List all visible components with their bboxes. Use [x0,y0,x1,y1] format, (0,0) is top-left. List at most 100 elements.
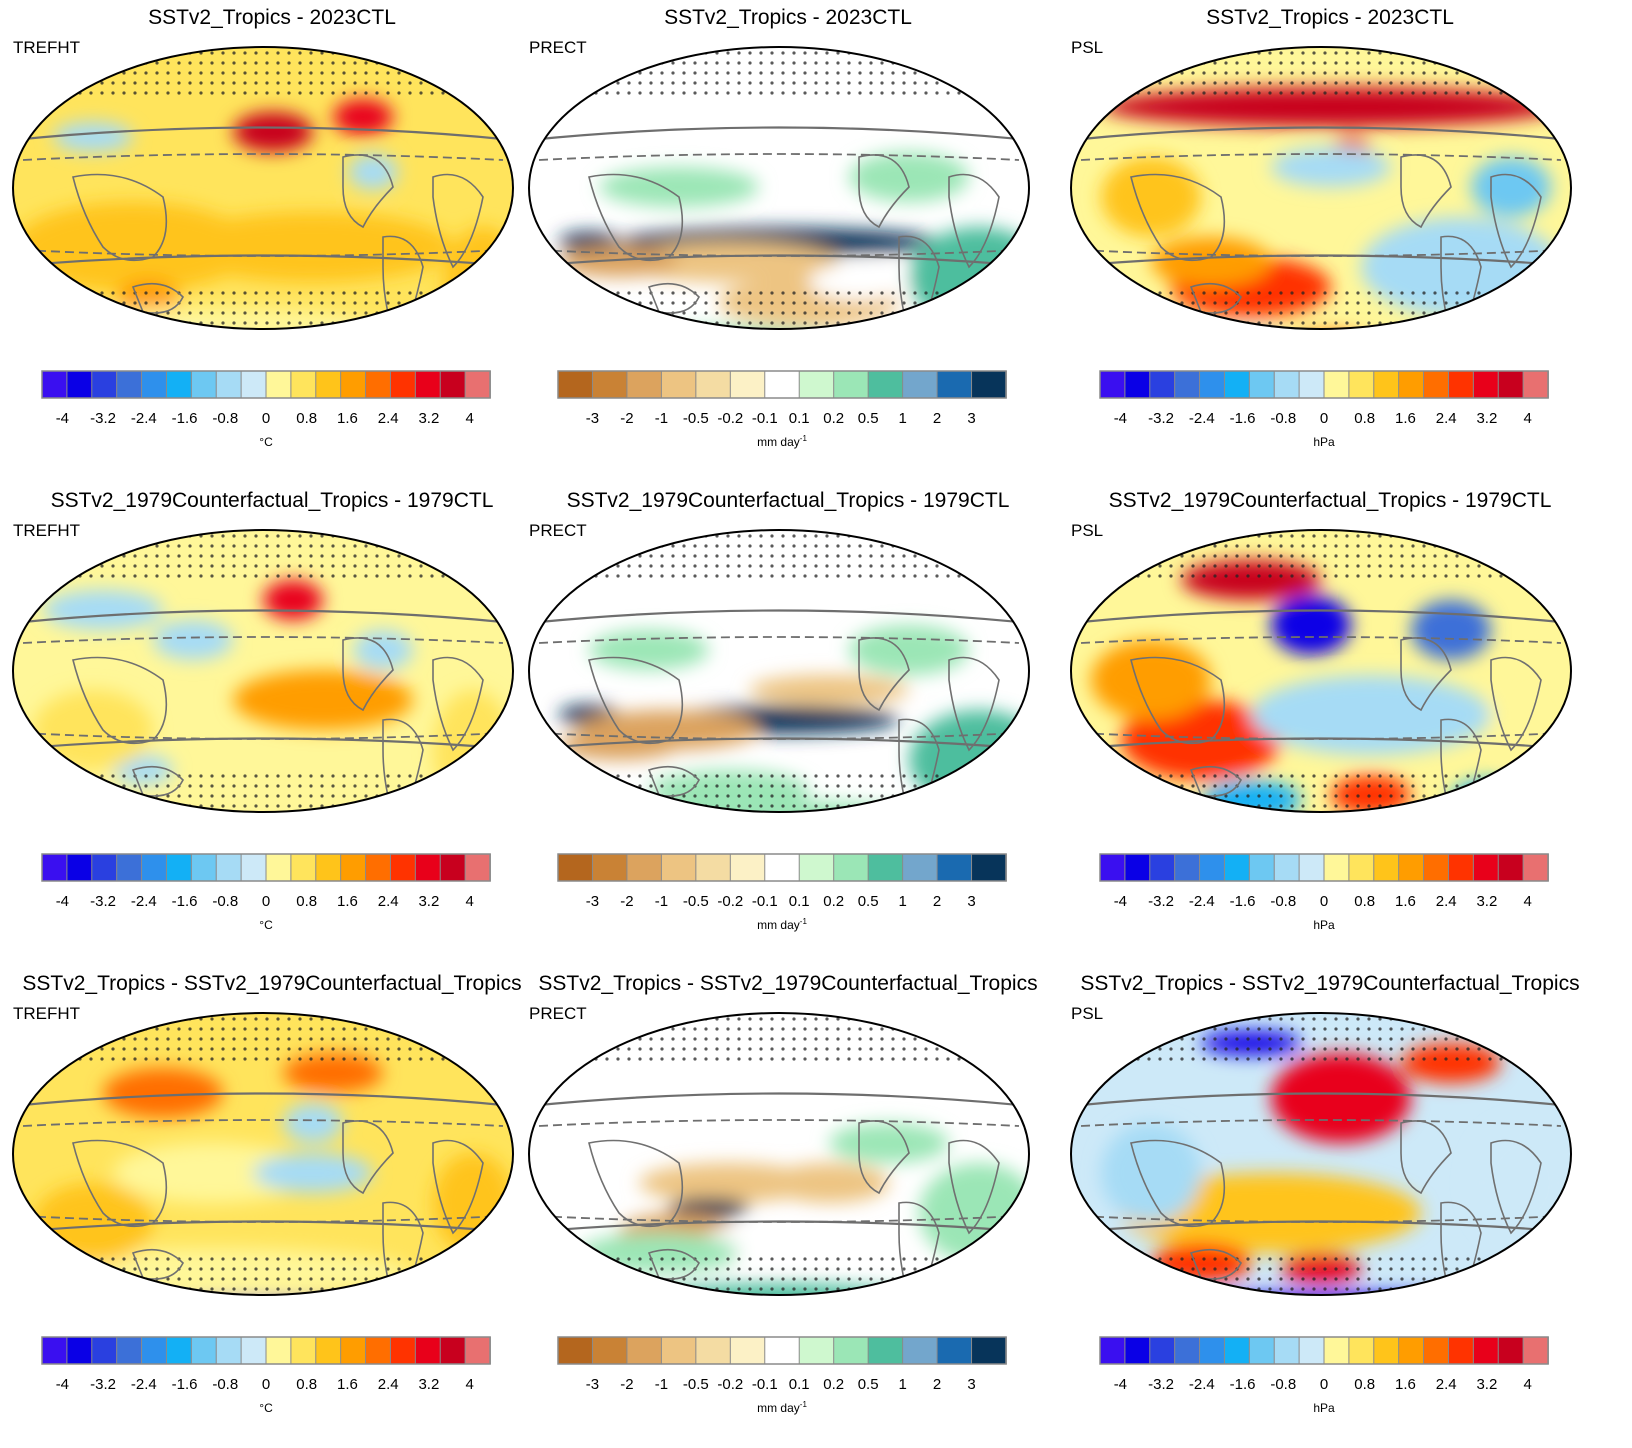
tropics-north-boundary [529,1092,1029,1108]
colorbar-swatch [215,370,243,399]
colorbar-swatch [1223,853,1251,882]
colorbar-tick-label: -3.2 [90,410,116,427]
colorbar-swatch [1124,1336,1151,1365]
anomaly-region [233,112,313,152]
panel-title: SSTv2_1979Counterfactual_Tropics - 1979C… [50,489,494,512]
colorbar-frame [557,370,1007,399]
colorbar-tick-label: -3.2 [1148,410,1174,427]
colorbar-swatch [414,1336,442,1365]
colorbar-swatch [265,370,292,399]
tropics-south-dashed [22,249,504,257]
colorbar-tick-label: -3.2 [90,893,116,910]
colorbar-tick-label: 2.4 [1436,410,1457,427]
coastline [432,1139,484,1235]
colorbar-swatch [660,370,697,399]
anomaly-region [769,1163,889,1203]
colorbar-swatch [116,1336,143,1365]
coastline [1130,1139,1226,1228]
tropics-south-dashed [538,1215,1020,1223]
colorbar-swatch [1149,370,1176,399]
colorbar-tick-label: 4 [1523,893,1531,910]
colorbar-tick-label: 0.8 [1354,1376,1375,1393]
tropics-south-dashed [538,732,1020,740]
colorbar-swatch [1447,1336,1475,1365]
colorbar-tick-label: 4 [465,410,473,427]
colorbar-tick-label: 0 [262,893,270,910]
colorbar-swatch [165,1336,193,1365]
colorbar-tick-label: -3 [586,893,599,910]
colorbar-tick-label: -4 [1114,410,1127,427]
colorbar-swatch [141,853,168,882]
map-field [529,530,1029,812]
panel-title: SSTv2_1979Counterfactual_Tropics - 1979C… [566,489,1010,512]
colorbar-tick-label: 3.2 [418,1376,439,1393]
colorbar-tick-label: 4 [465,1376,473,1393]
colorbar: -3 -2 -1 -0.5 -0.2 -0.1 0.1 0.2 0.5 1 2 3 mm day-1 [557,1336,1007,1415]
colorbar-tick-label: -2 [620,1376,633,1393]
colorbar-swatch [365,1336,392,1365]
colorbar-tick-label: -0.8 [212,893,238,910]
coastline [1490,656,1542,752]
colorbar-tick-label: 3.2 [418,410,439,427]
colorbar-swatch [1099,370,1126,399]
colorbar-tick-label: 1.6 [1395,1376,1416,1393]
colorbar-swatch [1323,1336,1350,1365]
panel-title: SSTv2_Tropics - SSTv2_1979Counterfactual… [538,972,1038,995]
panel-r2-psl: SSTv2_1979Counterfactual_Tropics - 1979C… [1058,483,1602,965]
colorbar-tick-label: -0.8 [212,410,238,427]
anomaly-region [333,99,393,135]
map-plot [1070,529,1572,813]
colorbar-swatch [1447,853,1475,882]
colorbar-swatch [1124,853,1151,882]
coastline [1400,154,1452,229]
colorbar-tick-label: 0 [1320,893,1328,910]
colorbar-tick-label: 2.4 [1436,893,1457,910]
colorbar-tick-label: 0.8 [1354,410,1375,427]
tropics-north-dashed [22,1119,504,1127]
coastline [858,154,910,229]
tropics-south-dashed [538,249,1020,257]
anomaly-region [13,202,253,292]
colorbar-swatch [867,1336,904,1365]
colorbar-swatch [1323,853,1350,882]
colorbar-tick-label: 0.8 [1354,893,1375,910]
tropics-north-dashed [538,153,1020,161]
panel-r3-prect: SSTv2_Tropics - SSTv2_1979Counterfactual… [516,966,1060,1448]
colorbar-unit-label: hPa [1313,435,1335,449]
colorbar-tick-label: 1 [898,1376,906,1393]
map-plot [1070,1012,1572,1296]
colorbar-swatch [340,853,367,882]
colorbar: -4 -3.2 -2.4 -1.6 -0.8 0 0.8 1.6 2.4 3.2 4 °C [41,1336,491,1415]
coastline [948,173,1000,269]
variable-label: TREFHT [13,1004,81,1023]
colorbar-swatch [971,853,1007,882]
colorbar-swatch [591,853,628,882]
colorbar-swatch [695,853,732,882]
tropics-north-dashed [1080,1119,1562,1127]
colorbar-tick-label: -3.2 [1148,1376,1174,1393]
map-border [1070,1012,1572,1296]
colorbar-swatch [1248,853,1276,882]
map-border [12,1012,514,1296]
colorbar-swatch [290,1336,317,1365]
colorbar-tick-label: 2.4 [1436,1376,1457,1393]
colorbar-swatch [365,370,392,399]
colorbar-tick-label: -0.8 [1270,410,1296,427]
colorbar-swatch [626,853,663,882]
colorbar-tick-label: 3.2 [418,893,439,910]
colorbar-swatch [389,1336,417,1365]
colorbar-tick-label: -2.4 [131,410,157,427]
colorbar-tick-label: -3.2 [90,1376,116,1393]
anomaly-region [1151,237,1271,287]
coastline [72,173,168,262]
variable-label: PSL [1071,1004,1104,1023]
coastline [1130,173,1226,262]
coastline [1490,1139,1542,1235]
coastline [131,765,184,797]
colorbar-swatch [439,853,467,882]
colorbar-swatch [290,370,317,399]
colorbar-swatch [1472,853,1500,882]
variable-label: PSL [1071,38,1104,57]
anomaly-region [1251,675,1491,755]
colorbar-tick-label: 2.4 [378,410,399,427]
